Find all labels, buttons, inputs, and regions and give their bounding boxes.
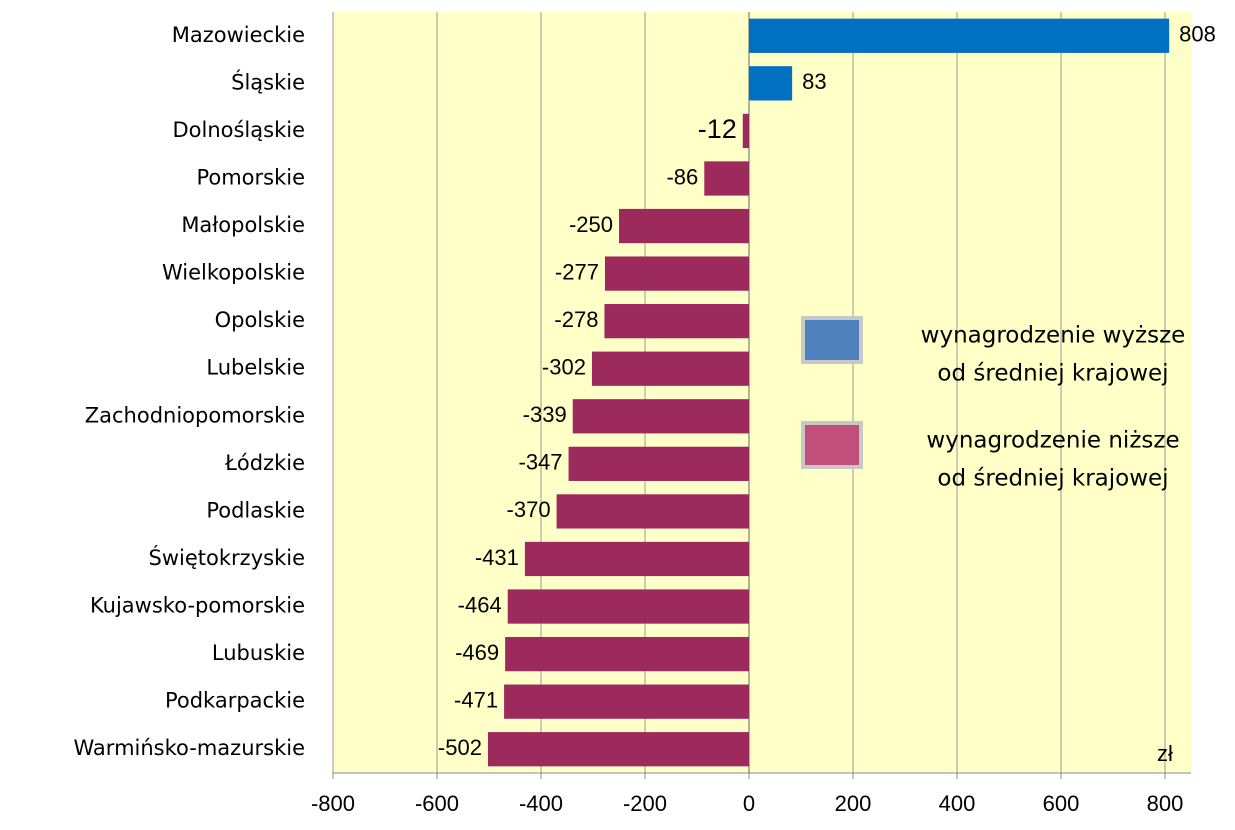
legend-swatch <box>801 421 863 469</box>
bar <box>591 351 749 386</box>
x-tick-label: 600 <box>1043 791 1080 816</box>
y-tick-label: Lubelskie <box>206 356 305 380</box>
x-tick-label: -800 <box>311 791 355 816</box>
value-label: 808 <box>1179 22 1216 47</box>
y-tick-label: Dolnośląskie <box>172 118 305 142</box>
value-label: 83 <box>802 69 826 94</box>
y-tick-label: Łódzkie <box>224 451 305 475</box>
x-tick-label: -600 <box>415 791 459 816</box>
x-tick-label: -400 <box>519 791 563 816</box>
value-label: -277 <box>555 259 599 284</box>
bar <box>556 494 749 529</box>
value-label: -370 <box>507 497 551 522</box>
y-tick-label: Lubuskie <box>212 641 305 665</box>
bar <box>568 446 749 481</box>
x-tick-label: 200 <box>835 791 872 816</box>
legend-text: wynagrodzenie niższe <box>926 428 1179 454</box>
bar <box>572 399 749 434</box>
value-label: -86 <box>666 164 698 189</box>
bar <box>524 541 749 577</box>
bar <box>749 18 1170 53</box>
y-tick-label: Wielkopolskie <box>162 261 305 285</box>
x-tick-label: 800 <box>1147 791 1184 816</box>
unit-label: zł <box>1157 741 1173 766</box>
value-label: -431 <box>475 545 519 570</box>
y-tick-label: Śląskie <box>231 69 305 94</box>
bar <box>487 732 749 767</box>
value-label: -12 <box>698 114 737 144</box>
value-label: -347 <box>519 450 563 475</box>
legend-text: od średniej krajowej <box>937 466 1168 492</box>
bar <box>704 161 749 196</box>
bar <box>507 589 749 624</box>
bar <box>604 256 749 291</box>
legend-text: wynagrodzenie wyższe <box>921 323 1186 349</box>
y-tick-label: Opolskie <box>215 308 305 332</box>
y-tick-label: Świętokrzyskie <box>149 545 305 570</box>
y-tick-label: Zachodniopomorskie <box>85 403 305 427</box>
y-tick-label: Małopolskie <box>181 213 305 237</box>
value-label: -464 <box>458 592 502 617</box>
bar <box>619 208 749 244</box>
y-tick-label: Podlaskie <box>206 498 305 522</box>
legend-swatch <box>801 316 863 364</box>
y-tick-label: Kujawsko-pomorskie <box>90 594 305 618</box>
y-tick-label: Pomorskie <box>196 165 305 189</box>
value-label: -250 <box>569 212 613 237</box>
x-tick-label: 0 <box>743 791 755 816</box>
bar <box>504 684 749 719</box>
x-tick-label: 400 <box>939 791 976 816</box>
value-label: -502 <box>438 735 482 760</box>
bar <box>749 66 793 101</box>
plot-area <box>333 12 1191 773</box>
y-tick-label: Warmińsko-mazurskie <box>74 736 305 760</box>
bar <box>604 304 749 339</box>
bar <box>505 636 749 672</box>
value-label: -469 <box>455 640 499 665</box>
bar <box>742 113 749 149</box>
value-label: -339 <box>523 402 567 427</box>
legend-text: od średniej krajowej <box>937 361 1168 387</box>
x-tick-label: -200 <box>623 791 667 816</box>
y-tick-label: Podkarpackie <box>165 689 305 713</box>
y-tick-label: Mazowieckie <box>172 23 305 47</box>
value-label: -471 <box>454 687 498 712</box>
value-label: -302 <box>542 355 586 380</box>
value-label: -278 <box>554 307 598 332</box>
